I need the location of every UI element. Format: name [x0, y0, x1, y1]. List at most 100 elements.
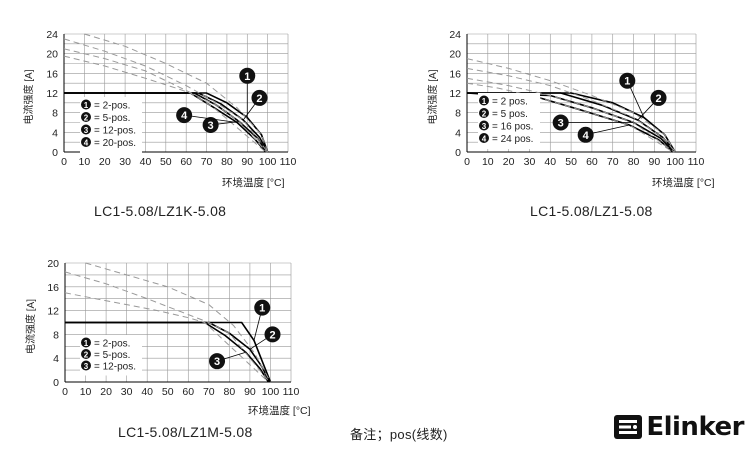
x-tick-label: 20: [99, 156, 111, 168]
x-tick-label: 50: [565, 156, 577, 168]
x-tick-label: 40: [544, 156, 556, 168]
callout-marker-1: [254, 299, 271, 316]
callout-marker-4: [176, 107, 193, 124]
footnote: 备注；pos(线数): [350, 427, 448, 442]
y-tick-label: 24: [46, 29, 58, 41]
legend-label: = 5-pos.: [94, 350, 130, 361]
x-tick-label: 60: [180, 156, 192, 168]
brand-name: Elinker: [646, 412, 744, 442]
legend-marker-number: 2: [84, 351, 89, 360]
callout-number-1: 1: [244, 71, 250, 83]
callout-number-3: 3: [214, 356, 220, 368]
x-tick-label: 80: [224, 386, 236, 398]
legend-marker-number: 3: [482, 122, 487, 131]
x-tick-label: 50: [162, 386, 174, 398]
y-tick-label: 8: [455, 108, 461, 120]
legend-marker-4: [81, 137, 91, 147]
series-dashed-3: [64, 292, 269, 383]
legend-marker-4: [479, 133, 489, 143]
x-tick-label: 90: [241, 156, 253, 168]
x-tick-label: 10: [79, 156, 91, 168]
series-solid-4: [64, 92, 267, 153]
x-tick-label: 10: [482, 156, 494, 168]
series-dashed-1: [84, 33, 269, 153]
callout-number-4: 4: [583, 130, 590, 142]
y-tick-label: 16: [47, 282, 59, 294]
y-axis-label: 电流强度 [A]: [24, 299, 37, 354]
x-tick-label: 0: [62, 386, 68, 398]
legend-marker-number: 3: [84, 362, 89, 371]
legend-marker-3: [81, 124, 91, 135]
legend-marker-2: [81, 112, 91, 122]
y-axis-label: 电流强度 [A]: [22, 69, 35, 124]
y-tick-label: 0: [52, 147, 58, 159]
x-tick-label: 90: [244, 386, 256, 398]
series-dashed-1: [85, 262, 271, 383]
legend-label: = 16 pos.: [492, 122, 533, 133]
y-tick-label: 20: [449, 49, 461, 61]
x-tick-label: 40: [141, 386, 153, 398]
x-axis-label: 环境温度 [°C]: [222, 176, 285, 189]
legend-label: = 20-pos.: [94, 138, 136, 149]
y-tick-label: 12: [46, 88, 58, 100]
legend-marker-number: 1: [84, 339, 89, 348]
legend-1: 1 = 2-pos. 2 = 5-pos. 3 = 12-pos. 4 = 20-pos.: [80, 97, 142, 153]
callout-number-4: 4: [181, 110, 188, 122]
x-tick-label: 20: [100, 386, 112, 398]
legend-2: 1 = 2 pos. 2 = 5 pos. 3 = 16 pos. 4 = 24 pos.: [478, 93, 540, 149]
y-tick-label: 12: [449, 88, 461, 100]
legend-marker-3: [479, 120, 489, 131]
legend-label: = 2-pos.: [94, 339, 130, 350]
elinker-logo-icon: [614, 415, 643, 439]
legend-marker-number: 1: [84, 101, 89, 110]
chart-1: 0 10 20 30 40 50 60 70 80 90 100 11004812162024电流强度…: [22, 29, 297, 189]
x-tick-label: 0: [464, 156, 470, 168]
x-tick-label: 110: [688, 156, 705, 168]
y-tick-label: 20: [47, 258, 59, 270]
series-dashed-2: [466, 67, 676, 153]
x-tick-label: 60: [182, 386, 194, 398]
legend-label: = 5-pos.: [94, 113, 130, 124]
x-tick-label: 0: [61, 156, 67, 168]
legend-marker-1: [81, 99, 91, 110]
y-tick-label: 8: [52, 108, 58, 120]
chart2-caption: LC1-5.08/LZ1-5.08: [530, 203, 653, 219]
y-tick-label: 4: [53, 353, 59, 365]
series-dashed-4: [63, 55, 266, 153]
x-tick-label: 10: [80, 386, 92, 398]
callout-number-2: 2: [269, 329, 275, 341]
y-tick-label: 20: [46, 49, 58, 61]
series-dashed-2: [63, 38, 268, 153]
x-tick-label: 80: [221, 156, 233, 168]
legend-3: 1 = 2-pos. 2 = 5-pos. 3 = 12-pos.: [80, 335, 142, 376]
x-tick-label: 90: [649, 156, 661, 168]
legend-marker-number: 1: [482, 97, 487, 106]
series-dashed-1: [466, 58, 676, 153]
callout-number-2: 2: [655, 93, 661, 105]
callout-number-3: 3: [208, 120, 214, 132]
legend-marker-1: [479, 95, 489, 106]
callout-number-2: 2: [256, 93, 262, 105]
legend-marker-1: [81, 337, 91, 348]
legend-label: = 5 pos.: [492, 109, 528, 120]
callout-marker-3: [552, 114, 569, 131]
y-tick-label: 16: [449, 68, 461, 80]
x-tick-label: 70: [203, 386, 215, 398]
legend-marker-number: 4: [482, 135, 487, 144]
legend-label: = 2 pos.: [492, 97, 528, 108]
chart-2: 0 10 20 30 40 50 60 70 80 90 100 11004812162024电流强度…: [426, 29, 715, 189]
x-tick-label: 110: [283, 386, 300, 398]
callout-marker-2: [251, 89, 268, 106]
x-tick-label: 60: [586, 156, 598, 168]
x-tick-label: 70: [607, 156, 619, 168]
x-tick-label: 70: [201, 156, 213, 168]
legend-label: = 12-pos.: [94, 126, 136, 137]
y-tick-label: 12: [47, 306, 59, 318]
x-tick-label: 100: [259, 156, 277, 168]
x-axis-label: 环境温度 [°C]: [652, 176, 715, 189]
callout-marker-1: [619, 72, 636, 89]
y-tick-label: 24: [449, 29, 461, 41]
y-tick-label: 4: [455, 127, 461, 139]
